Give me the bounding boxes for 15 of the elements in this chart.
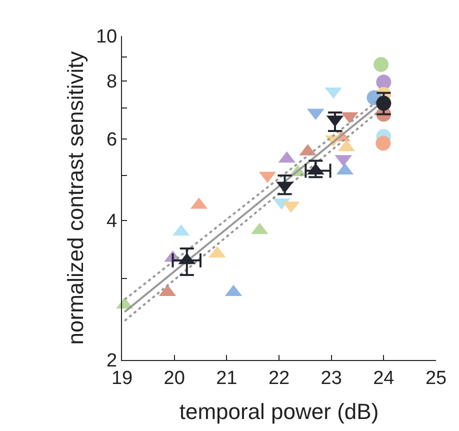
point <box>376 96 392 111</box>
point <box>376 136 391 151</box>
x-axis-title: temporal power (dB) <box>179 398 379 424</box>
x-tick-label: 25 <box>425 368 447 389</box>
x-tick-label: 24 <box>373 368 395 389</box>
y-tick-label: 10 <box>96 26 118 48</box>
x-tick-label: 21 <box>216 368 238 389</box>
y-axis-title: normalized contrast sensitivity <box>62 51 88 345</box>
x-tick-label: 20 <box>164 368 185 389</box>
point <box>376 74 392 90</box>
y-tick-label: 6 <box>106 129 118 150</box>
y-tick-label: 4 <box>106 211 118 232</box>
x-tick-label: 23 <box>320 368 342 389</box>
x-tick-label: 22 <box>268 368 290 389</box>
y-tick-label: 8 <box>106 72 118 93</box>
